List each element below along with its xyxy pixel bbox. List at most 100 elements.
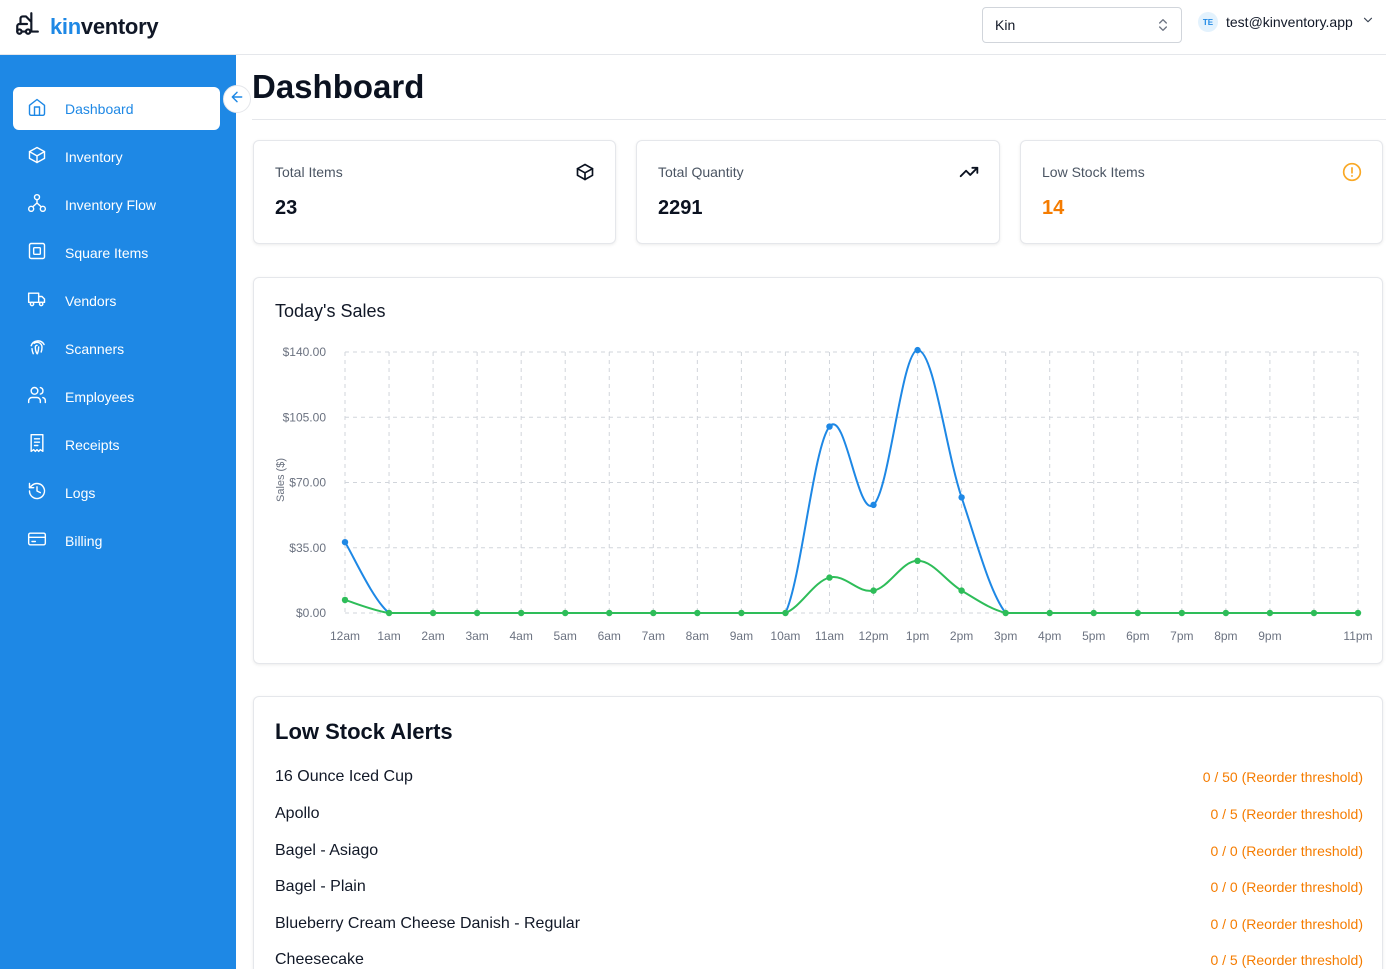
x-tick-label: 8pm	[1214, 629, 1237, 643]
fingerprint-icon	[27, 337, 47, 360]
list-item[interactable]: Bagel - Asiago 0 / 0 (Reorder threshold)	[275, 838, 1363, 864]
data-point-1	[385, 609, 393, 617]
x-tick-label: 3pm	[994, 629, 1017, 643]
data-point-1	[1046, 609, 1053, 617]
x-tick-label: 3am	[465, 629, 488, 643]
sidebar-item-label: Logs	[65, 484, 96, 501]
data-point-1	[562, 609, 569, 617]
series-line-0	[344, 349, 1358, 614]
y-tick-label: $35.00	[289, 541, 326, 555]
sidebar-item-label: Inventory Flow	[65, 196, 157, 213]
alert-circle-icon	[1342, 162, 1362, 182]
data-point-1	[738, 609, 745, 617]
box-icon	[27, 145, 47, 168]
low-stock-alerts-card: Low Stock Alerts 16 Ounce Iced Cup 0 / 5…	[253, 696, 1383, 969]
x-tick-label: 7am	[642, 629, 665, 643]
stat-value: 23	[275, 197, 298, 219]
x-tick-label: 4pm	[1038, 629, 1061, 643]
collapse-sidebar-button[interactable]	[223, 85, 251, 113]
x-tick-label: 6pm	[1126, 629, 1149, 643]
data-point-1	[1134, 609, 1141, 617]
credit-card-icon	[27, 529, 47, 552]
data-point-1	[1354, 609, 1362, 617]
stat-label: Low Stock Items	[1042, 164, 1145, 180]
data-point-1	[429, 609, 437, 617]
stat-value: 14	[1042, 197, 1065, 219]
sidebar-item-label: Scanners	[65, 340, 125, 357]
data-point-0	[826, 423, 833, 430]
y-tick-label: $105.00	[283, 410, 327, 424]
chevrons-up-down-icon	[1155, 17, 1171, 36]
alert-item-name: Blueberry Cream Cheese Danish - Regular	[275, 915, 581, 932]
data-point-1	[1222, 609, 1230, 617]
user-menu[interactable]: TE test@kinventory.app	[1198, 12, 1375, 32]
sidebar-item-label: Square Items	[65, 244, 149, 261]
alert-item-quantity: 0 / 0 (Reorder threshold)	[1210, 879, 1363, 895]
x-tick-label: 12pm	[859, 629, 889, 643]
x-tick-label: 5pm	[1082, 629, 1105, 643]
sales-chart: $0.00 $35.00 $70.00 $105.00 $140.00 12am 1am 2a…	[275, 345, 1373, 643]
brand-logo[interactable]: kinventory	[14, 11, 159, 42]
stat-label: Total Quantity	[658, 164, 744, 180]
data-point-1	[1266, 609, 1274, 617]
sidebar-item-vendors[interactable]: Vendors	[13, 279, 220, 322]
alert-item-name: Bagel - Asiago	[275, 842, 379, 859]
stat-value: 2291	[658, 197, 703, 219]
sidebar-item-logs[interactable]: Logs	[13, 471, 220, 514]
data-point-1	[650, 609, 657, 617]
data-point-1	[958, 587, 965, 594]
truck-icon	[27, 289, 47, 312]
box-icon	[575, 162, 595, 182]
alert-item-quantity: 0 / 5 (Reorder threshold)	[1210, 806, 1363, 822]
x-tick-label: 5am	[554, 629, 577, 643]
square-icon	[27, 241, 47, 264]
list-item[interactable]: 16 Ounce Iced Cup 0 / 50 (Reorder thresh…	[275, 764, 1363, 790]
x-tick-label: 1pm	[906, 629, 929, 643]
x-tick-label: 7pm	[1170, 629, 1193, 643]
sidebar-item-square-items[interactable]: Square Items	[13, 231, 220, 274]
data-point-0	[341, 538, 349, 546]
sidebar-item-dashboard[interactable]: Dashboard	[13, 87, 220, 130]
data-point-1	[694, 609, 701, 617]
y-tick-label: $70.00	[289, 476, 326, 490]
x-tick-label: 2am	[421, 629, 444, 643]
list-item[interactable]: Blueberry Cream Cheese Danish - Regular …	[275, 911, 1363, 937]
x-tick-label: 9pm	[1258, 629, 1281, 643]
data-point-0	[870, 501, 877, 509]
alerts-title: Low Stock Alerts	[275, 719, 453, 744]
data-point-1	[782, 609, 789, 617]
x-tick-label: 1am	[377, 629, 400, 643]
sidebar-item-inventory[interactable]: Inventory	[13, 135, 220, 178]
home-icon	[27, 97, 47, 120]
divider	[252, 119, 1386, 120]
trending-up-icon	[959, 162, 979, 182]
sidebar-item-label: Vendors	[65, 292, 117, 309]
x-tick-label: 11am	[815, 629, 844, 643]
stat-card-total-items: Total Items 23	[253, 140, 616, 244]
avatar: TE	[1198, 12, 1218, 32]
flow-icon	[27, 193, 47, 216]
list-item[interactable]: Bagel - Plain 0 / 0 (Reorder threshold)	[275, 874, 1363, 900]
x-tick-label: 9am	[730, 629, 753, 643]
list-item[interactable]: Apollo 0 / 5 (Reorder threshold)	[275, 801, 1363, 827]
store-select[interactable]: Kin	[982, 7, 1182, 43]
top-bar: kinventory Kin TE test@kinventory.app	[0, 0, 1386, 55]
forklift-icon	[14, 11, 40, 42]
list-item[interactable]: Cheesecake 0 / 5 (Reorder threshold)	[275, 947, 1363, 969]
sidebar-item-scanners[interactable]: Scanners	[13, 327, 220, 370]
x-tick-label: 10am	[770, 629, 800, 643]
chart-title: Today's Sales	[275, 301, 386, 321]
sidebar-item-billing[interactable]: Billing	[13, 519, 220, 562]
alert-item-name: Bagel - Plain	[275, 878, 366, 895]
alert-item-quantity: 0 / 0 (Reorder threshold)	[1210, 916, 1363, 932]
sidebar-item-employees[interactable]: Employees	[13, 375, 220, 418]
y-axis-label: Sales ($)	[275, 458, 287, 502]
sidebar-item-inventory-flow[interactable]: Inventory Flow	[13, 183, 220, 226]
series-line-1	[344, 559, 1358, 614]
sidebar-item-receipts[interactable]: Receipts	[13, 423, 220, 466]
data-point-1	[1178, 609, 1186, 617]
history-icon	[27, 481, 47, 504]
users-icon	[27, 385, 47, 408]
y-tick-label: $0.00	[296, 606, 326, 620]
x-tick-label: 4am	[510, 629, 533, 643]
